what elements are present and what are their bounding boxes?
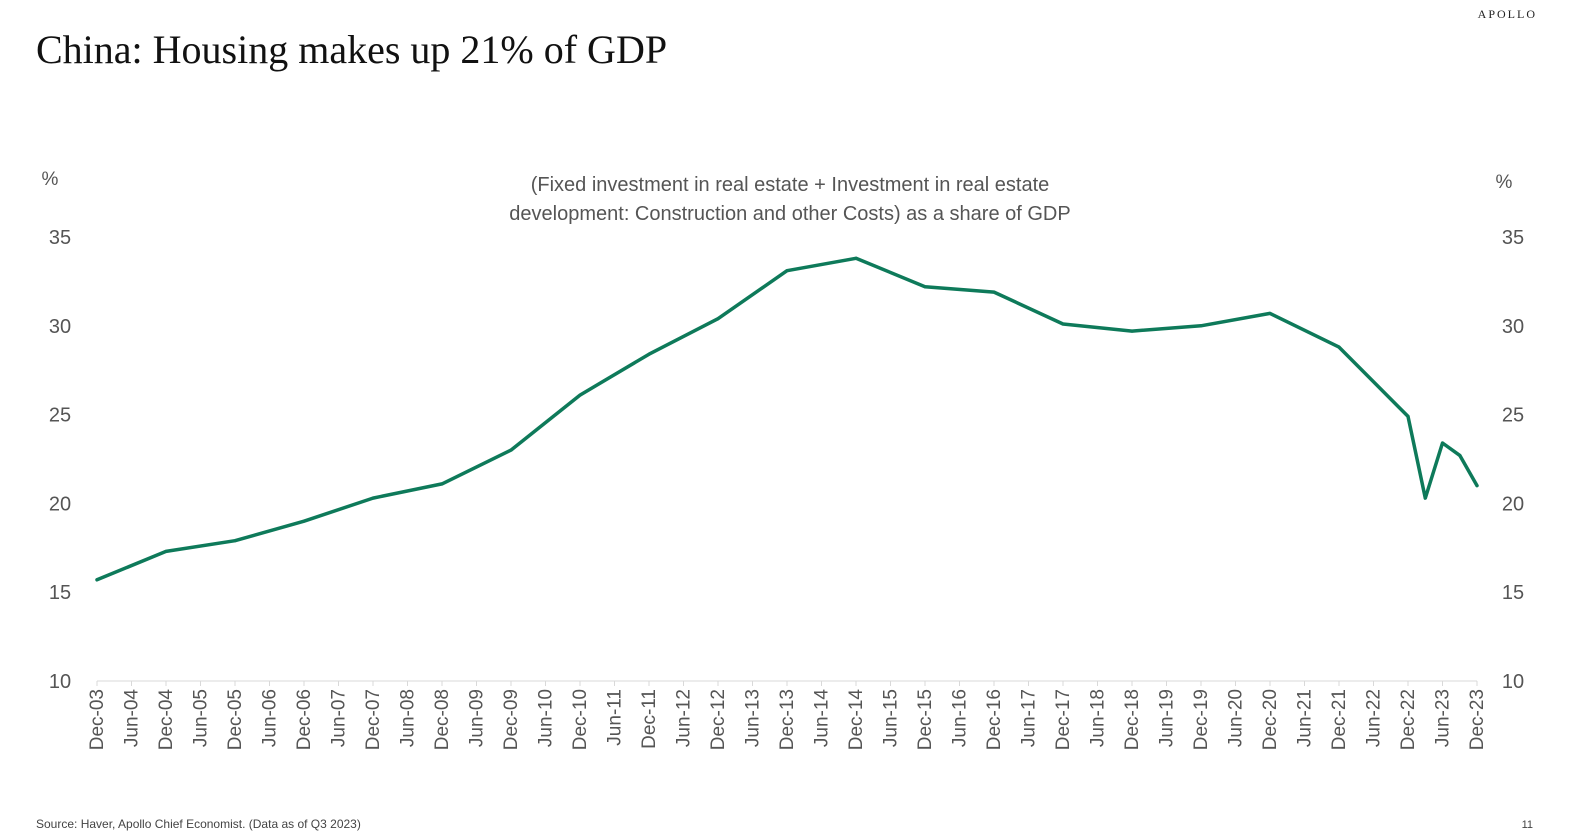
x-tick-label: Dec-23 <box>1467 689 1488 750</box>
data-point <box>95 578 99 582</box>
x-tick-label: Jun-05 <box>191 689 212 747</box>
source-note: Source: Haver, Apollo Chief Economist. (… <box>36 817 361 831</box>
data-point <box>509 448 513 452</box>
data-point <box>1423 496 1427 500</box>
x-tick-label: Dec-16 <box>984 689 1005 750</box>
data-point <box>371 496 375 500</box>
x-tick-label: Jun-18 <box>1088 689 1109 747</box>
data-point <box>440 482 444 486</box>
page-number: 11 <box>1521 819 1533 831</box>
x-tick-label: Dec-17 <box>1053 689 1074 750</box>
y-tick-label-right: 20 <box>1502 493 1524 515</box>
data-point <box>992 290 996 294</box>
data-point <box>785 269 789 273</box>
x-tick-label: Jun-09 <box>467 689 488 747</box>
x-tick-label: Dec-04 <box>156 689 177 751</box>
y-tick-label-left: 10 <box>49 671 71 693</box>
y-tick-label-right: 10 <box>1502 671 1524 693</box>
y-tick-label-right: 35 <box>1502 227 1524 249</box>
data-point <box>1458 453 1462 457</box>
x-tick-label: Dec-15 <box>915 689 936 750</box>
y-tick-label-left: 35 <box>49 227 71 249</box>
x-tick-label: Jun-23 <box>1433 689 1454 747</box>
data-point <box>578 393 582 397</box>
x-tick-label: Dec-20 <box>1260 689 1281 750</box>
data-point <box>1441 441 1444 445</box>
chart-subtitle-line-1: (Fixed investment in real estate + Inves… <box>530 174 1050 196</box>
data-point <box>1061 322 1065 326</box>
x-tick-label: Jun-16 <box>950 689 971 747</box>
x-tick-label: Jun-20 <box>1226 689 1247 747</box>
x-tick-label: Dec-21 <box>1329 689 1350 750</box>
data-point <box>1130 329 1134 333</box>
data-point <box>1268 311 1272 315</box>
x-tick-label: Dec-18 <box>1122 689 1143 750</box>
x-tick-label: Jun-19 <box>1157 689 1178 747</box>
x-tick-label: Dec-14 <box>846 689 867 751</box>
x-tick-label: Jun-08 <box>398 689 419 747</box>
x-tick-label: Dec-05 <box>225 689 246 750</box>
x-tick-label: Jun-17 <box>1019 689 1040 747</box>
y-tick-label-right: 15 <box>1502 582 1524 604</box>
x-tick-label: Dec-06 <box>294 689 315 750</box>
x-tick-label: Jun-21 <box>1295 689 1316 747</box>
data-point <box>1337 345 1341 349</box>
x-tick-label: Dec-12 <box>708 689 729 750</box>
x-tick-label: Jun-22 <box>1364 689 1385 747</box>
data-point <box>923 285 927 289</box>
x-tick-label: Jun-12 <box>674 689 695 747</box>
data-point <box>302 519 306 523</box>
chart-subtitle: (Fixed investment in real estate + Inves… <box>470 171 1110 229</box>
x-tick-label: Dec-07 <box>363 689 384 750</box>
data-point <box>716 317 720 321</box>
data-point <box>647 352 651 356</box>
y-tick-label-left: 20 <box>49 493 71 515</box>
x-tick-label: Dec-22 <box>1398 689 1419 750</box>
data-point <box>1475 484 1479 488</box>
x-tick-label: Dec-10 <box>570 689 591 750</box>
data-point <box>233 539 237 543</box>
x-tick-label: Jun-04 <box>122 689 143 748</box>
x-tick-label: Dec-09 <box>501 689 522 750</box>
data-point <box>164 549 168 553</box>
x-tick-label: Dec-03 <box>87 689 108 750</box>
brand-logo: APOLLO <box>1477 7 1537 21</box>
x-tick-label: Jun-11 <box>605 689 626 746</box>
chart-subtitle-line-2: development: Construction and other Cost… <box>509 203 1071 225</box>
y-tick-label-left: 25 <box>49 405 71 427</box>
x-tick-label: Jun-07 <box>329 689 350 747</box>
x-tick-label: Jun-13 <box>743 689 764 747</box>
x-tick-label: Jun-15 <box>881 689 902 747</box>
page-title: China: Housing makes up 21% of GDP <box>36 27 668 72</box>
x-tick-label: Jun-06 <box>260 689 281 747</box>
y-tick-label-left: 30 <box>49 316 71 338</box>
y-axis-unit-right: % <box>1496 172 1513 193</box>
data-point <box>1199 324 1203 328</box>
x-tick-label: Jun-14 <box>812 689 833 748</box>
data-point <box>854 256 858 260</box>
x-tick-label: Dec-08 <box>432 689 453 750</box>
y-tick-label-right: 30 <box>1502 316 1524 338</box>
series-line-0 <box>95 256 1479 582</box>
y-tick-label-left: 15 <box>49 582 71 604</box>
x-tick-label: Dec-13 <box>777 689 798 750</box>
x-tick-label: Dec-19 <box>1191 689 1212 750</box>
data-point <box>1406 414 1410 418</box>
y-tick-label-right: 25 <box>1502 405 1524 427</box>
y-axis-unit-left: % <box>42 169 59 190</box>
x-tick-label: Jun-10 <box>536 689 557 747</box>
x-tick-label: Dec-11 <box>639 689 660 749</box>
